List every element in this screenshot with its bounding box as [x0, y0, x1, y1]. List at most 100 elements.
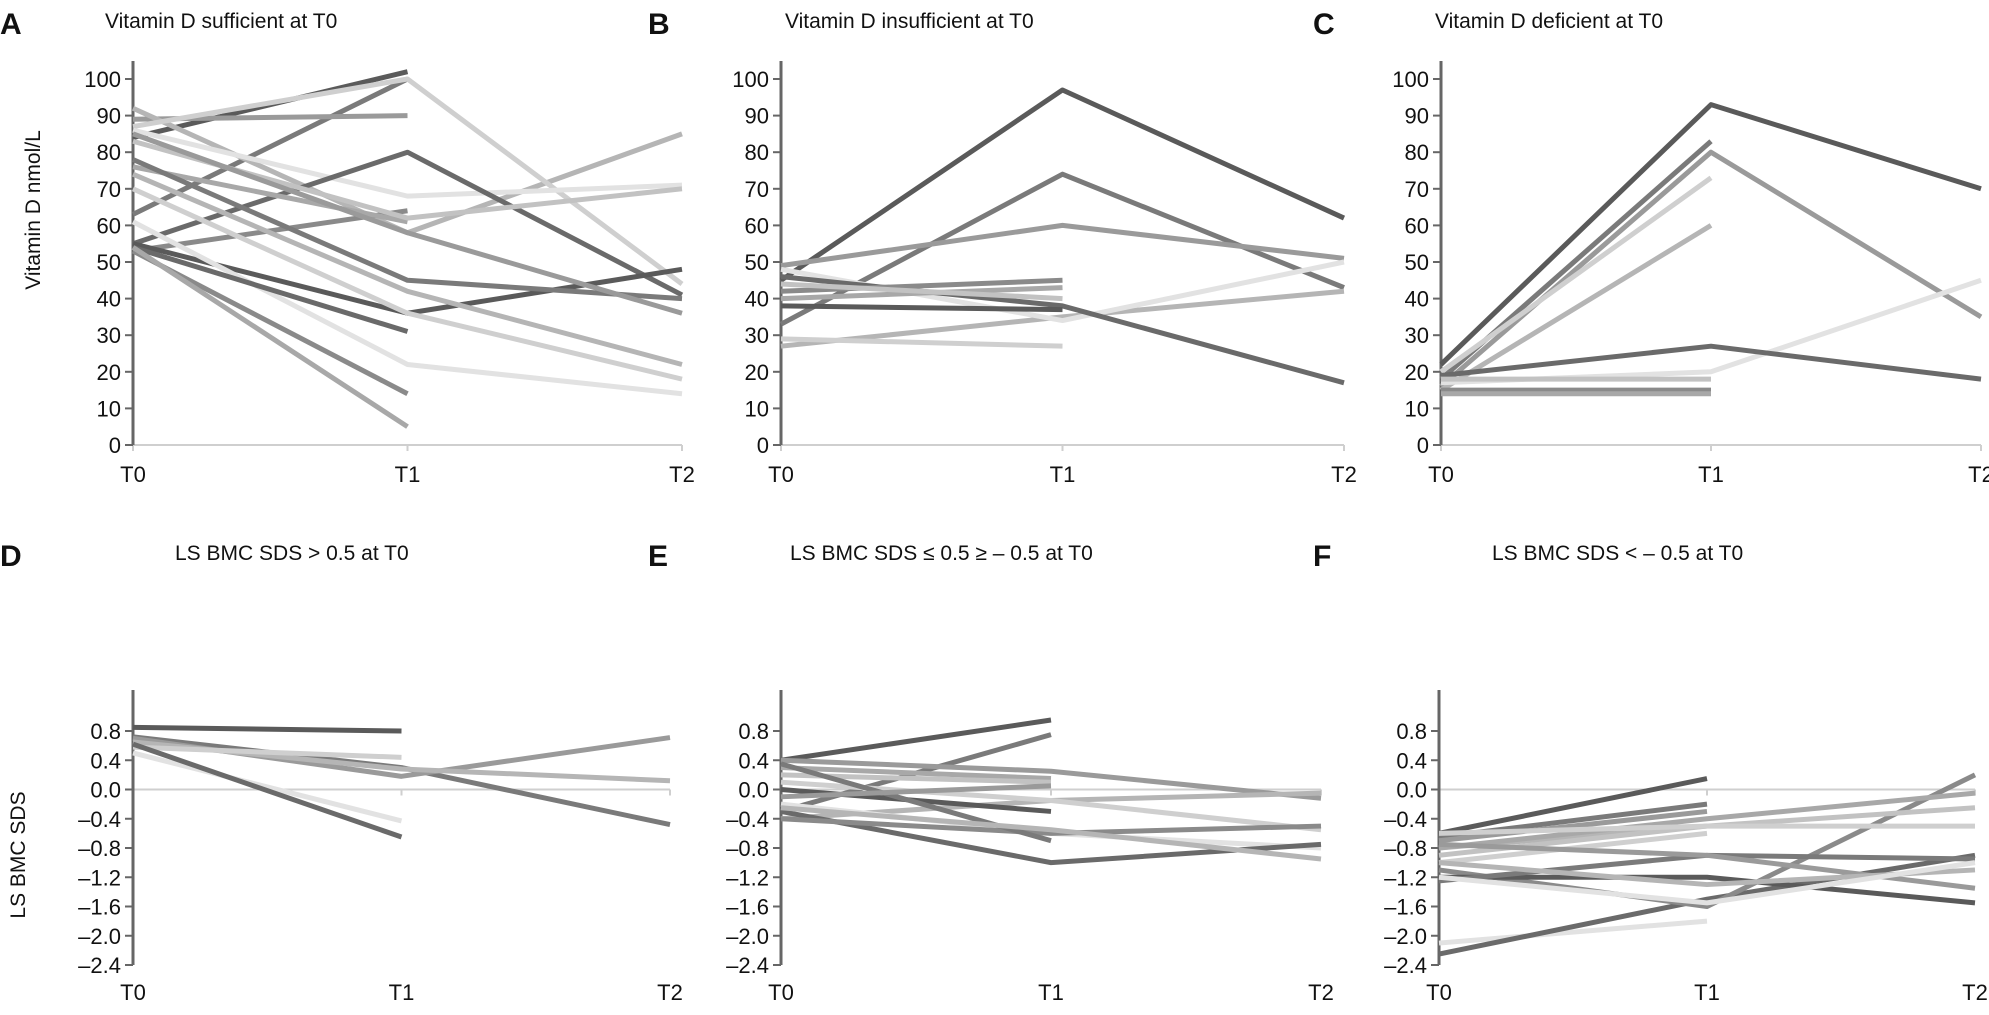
y-tick-label: 0.0	[1396, 778, 1427, 803]
x-tick-label: T1	[389, 980, 415, 1005]
y-tick-label: –2.0	[726, 924, 769, 949]
y-tick-label: –2.0	[1384, 924, 1427, 949]
series-line	[1438, 808, 1708, 844]
series-line	[1438, 852, 1976, 957]
series-line	[780, 717, 1052, 763]
x-tick-label: T0	[120, 980, 146, 1005]
series-line	[132, 744, 402, 760]
y-tick-label: 20	[745, 360, 769, 385]
x-tick-label: T1	[1050, 462, 1076, 487]
series-line	[1439, 874, 1976, 906]
y-tick-label: 70	[1405, 177, 1429, 202]
series-line	[132, 750, 403, 824]
y-tick-label: 0.0	[738, 778, 769, 803]
series-line	[780, 288, 1345, 349]
y-tick-label: 0.8	[90, 719, 121, 744]
panel-E: E LS BMC SDS ≤ 0.5 ≥ – 0.5 at T0 T0 T1 T2 0.8…	[648, 540, 1334, 1005]
y-tick-label: 20	[97, 360, 121, 385]
x-tick-label: T0	[768, 980, 794, 1005]
y-tick-label: 30	[1405, 323, 1429, 348]
y-tick-label: 0.0	[90, 778, 121, 803]
series-line	[1439, 175, 1713, 374]
panel-B: B Vitamin D insufficient at T0 T0 T1 T2 0 10 20…	[648, 8, 1357, 487]
y-tick-label: 10	[1405, 396, 1429, 421]
y-tick-label: –1.6	[78, 895, 121, 920]
y-tick-label: 20	[1405, 360, 1429, 385]
series-line	[131, 186, 683, 382]
y-tick-label: 0	[1417, 433, 1429, 458]
series-line	[780, 222, 1345, 269]
y-tick-label: 60	[97, 213, 121, 238]
x-tick-label: T0	[1426, 980, 1452, 1005]
series-line	[1438, 772, 1977, 909]
panel-D: D LS BMC SDS > 0.5 at T0 LS BMC SDS T0 T1 T2 0…	[0, 540, 683, 1005]
x-tick-label: T1	[1698, 462, 1724, 487]
series-line	[1439, 223, 1713, 393]
series-line	[1438, 776, 1708, 836]
y-tick-label: 10	[745, 396, 769, 421]
y-tick-label: –0.8	[78, 836, 121, 861]
y-tick-label: –1.2	[1384, 865, 1427, 890]
y-tick-label: 70	[745, 177, 769, 202]
y-tick-label: –1.2	[726, 865, 769, 890]
series-line	[780, 303, 1063, 313]
y-tick-label: 0.4	[738, 748, 769, 773]
y-tick-label: 80	[1405, 140, 1429, 165]
panel-title: Vitamin D deficient at T0	[1435, 10, 1663, 33]
series-line	[132, 127, 683, 199]
series-line	[132, 244, 409, 334]
y-tick-label: 60	[745, 213, 769, 238]
panel-letter: F	[1313, 540, 1331, 573]
y-tick-label: 100	[1392, 67, 1429, 92]
y-tick-label: 0	[109, 433, 121, 458]
series-line	[780, 805, 1322, 862]
series-line	[1438, 918, 1708, 946]
panel-A: A Vitamin D sufficient at T0 Vitamin D nmo…	[0, 8, 695, 487]
panel-letter: A	[0, 8, 22, 41]
series-line	[780, 765, 1052, 782]
x-tick-label: T0	[120, 462, 146, 487]
y-tick-label: –0.8	[1384, 836, 1427, 861]
x-tick-label: T1	[1694, 980, 1720, 1005]
x-tick-label: T0	[768, 462, 794, 487]
y-tick-label: 90	[1405, 104, 1429, 129]
series-line	[779, 87, 1346, 283]
series-line	[1438, 790, 1976, 851]
y-tick-label: 80	[745, 140, 769, 165]
y-tick-label: 30	[97, 323, 121, 348]
series-line	[1438, 823, 1975, 836]
series-line	[131, 219, 683, 397]
x-tick-label: T2	[669, 462, 695, 487]
panel-title: Vitamin D insufficient at T0	[785, 10, 1034, 33]
y-tick-label: 10	[97, 396, 121, 421]
series-line	[132, 171, 683, 367]
y-axis-label: Vitamin D nmol/L	[22, 130, 45, 290]
y-tick-label: 90	[97, 104, 121, 129]
y-tick-label: 60	[1405, 213, 1429, 238]
panel-title: Vitamin D sufficient at T0	[105, 10, 337, 33]
y-axis-label: LS BMC SDS	[7, 791, 30, 918]
y-tick-label: –0.8	[726, 836, 769, 861]
series-line	[1439, 102, 1982, 367]
series-line	[131, 157, 683, 302]
panel-letter: D	[0, 540, 22, 573]
panel-letter: C	[1313, 8, 1335, 41]
series-line	[1438, 860, 1976, 906]
y-tick-label: 70	[97, 177, 121, 202]
y-tick-label: –2.0	[78, 924, 121, 949]
y-tick-label: 50	[97, 250, 121, 275]
x-tick-label: T2	[1331, 462, 1357, 487]
y-tick-label: 0.4	[1396, 748, 1427, 773]
series-line	[780, 281, 1063, 302]
series-line	[780, 336, 1063, 349]
panel-C: C Vitamin D deficient at T0 T0 T1 T2 0 10 20 30 4…	[1313, 8, 1989, 487]
panel-title: LS BMC SDS > 0.5 at T0	[175, 542, 409, 565]
y-tick-label: 50	[1405, 250, 1429, 275]
x-tick-label: T1	[1038, 980, 1064, 1005]
y-tick-label: 30	[745, 323, 769, 348]
series-line	[780, 816, 1322, 836]
series-line	[132, 76, 684, 286]
panel-title: LS BMC SDS < – 0.5 at T0	[1492, 542, 1743, 565]
y-tick-label: 0.8	[1396, 719, 1427, 744]
y-tick-label: 100	[84, 67, 121, 92]
